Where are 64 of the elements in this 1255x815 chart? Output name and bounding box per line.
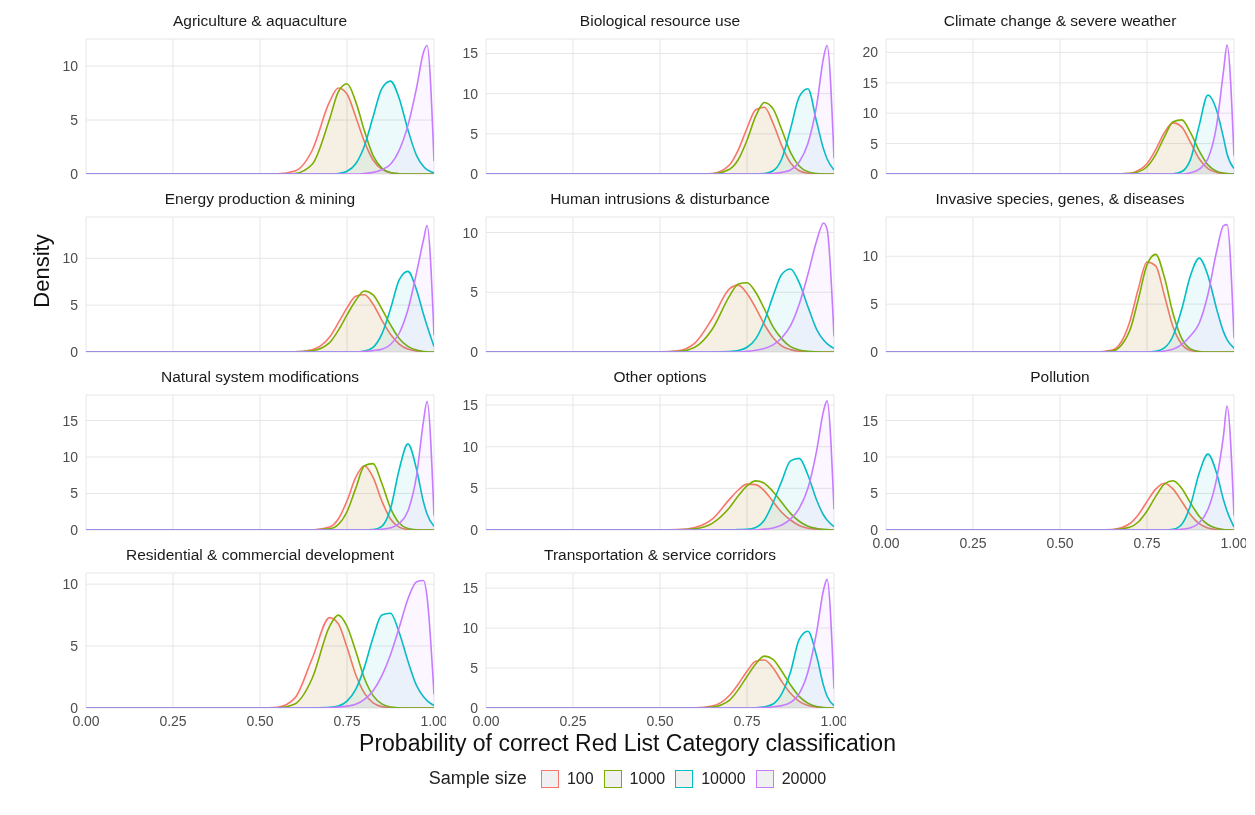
y-tick-label: 10 xyxy=(862,105,879,122)
y-tick-label: 15 xyxy=(462,580,479,597)
y-tick-label: 5 xyxy=(470,480,479,497)
y-tick-label: 5 xyxy=(870,485,879,502)
legend-label: 1000 xyxy=(629,769,666,788)
x-tick-label: 0.75 xyxy=(733,712,761,729)
y-tick-label: 0 xyxy=(70,521,79,538)
y-tick-label: 0 xyxy=(70,165,79,182)
y-tick-label: 15 xyxy=(62,412,79,429)
chart-title: Human intrusions & disturbance xyxy=(549,190,771,208)
chart-title: Natural system modifications xyxy=(159,368,361,386)
legend-title: Sample size xyxy=(428,768,527,789)
legend-label: 20000 xyxy=(781,769,827,788)
x-tick-label: 0.25 xyxy=(559,712,587,729)
y-tick-label: 0 xyxy=(470,343,479,360)
y-tick-label: 15 xyxy=(862,74,879,91)
chart-title: Pollution xyxy=(1029,368,1091,386)
y-tick-label: 10 xyxy=(462,620,479,637)
chart-title: Energy production & mining xyxy=(163,190,357,208)
x-tick-label: 0.75 xyxy=(333,712,361,729)
chart-title: Agriculture & aquaculture xyxy=(171,12,348,30)
y-tick-label: 5 xyxy=(70,638,79,655)
y-tick-label: 0 xyxy=(470,521,479,538)
y-axis-title: Density xyxy=(29,233,55,310)
x-tick-label: 0.50 xyxy=(246,712,274,729)
x-tick-label: 0.25 xyxy=(159,712,187,729)
y-tick-label: 5 xyxy=(470,284,479,301)
x-tick-label: 0.25 xyxy=(959,534,987,551)
y-tick-label: 10 xyxy=(462,224,479,241)
y-tick-label: 10 xyxy=(62,250,79,267)
y-tick-label: 20 xyxy=(862,44,879,61)
y-tick-label: 5 xyxy=(70,297,79,314)
y-tick-label: 5 xyxy=(70,111,79,128)
x-tick-label: 0.50 xyxy=(1046,534,1074,551)
y-tick-label: 10 xyxy=(862,449,879,465)
y-tick-label: 5 xyxy=(470,660,479,677)
chart-title: Climate change & severe weather xyxy=(942,12,1178,30)
y-tick-label: 10 xyxy=(62,449,79,465)
chart-title: Biological resource use xyxy=(578,12,742,30)
y-tick-label: 0 xyxy=(470,165,479,182)
legend-label: 10000 xyxy=(701,769,746,788)
x-axis-title: Probability of correct Red List Category classification xyxy=(358,730,897,757)
chart-title: Transportation & service corridors xyxy=(543,546,777,564)
y-tick-label: 5 xyxy=(70,485,79,502)
y-tick-label: 10 xyxy=(62,57,79,74)
x-tick-label: 0.50 xyxy=(646,712,674,729)
y-tick-label: 0 xyxy=(870,343,879,360)
y-tick-label: 15 xyxy=(462,45,479,62)
y-tick-label: 15 xyxy=(462,396,479,413)
y-tick-label: 15 xyxy=(862,412,879,429)
y-tick-label: 0 xyxy=(870,165,879,182)
y-tick-label: 0 xyxy=(70,343,79,360)
y-tick-label: 10 xyxy=(862,248,879,265)
x-tick-label: 0.75 xyxy=(1133,534,1161,551)
y-tick-label: 10 xyxy=(62,576,79,593)
y-tick-label: 5 xyxy=(870,296,879,313)
chart-title: Invasive species, genes, & diseases xyxy=(934,190,1186,208)
y-tick-label: 10 xyxy=(462,438,479,455)
chart-title: Residential & commercial development xyxy=(125,546,395,564)
y-tick-label: 10 xyxy=(462,85,479,102)
chart-title: Other options xyxy=(612,368,708,386)
y-tick-label: 5 xyxy=(870,135,879,152)
y-tick-label: 5 xyxy=(470,125,479,142)
legend-label: 100 xyxy=(566,769,594,788)
